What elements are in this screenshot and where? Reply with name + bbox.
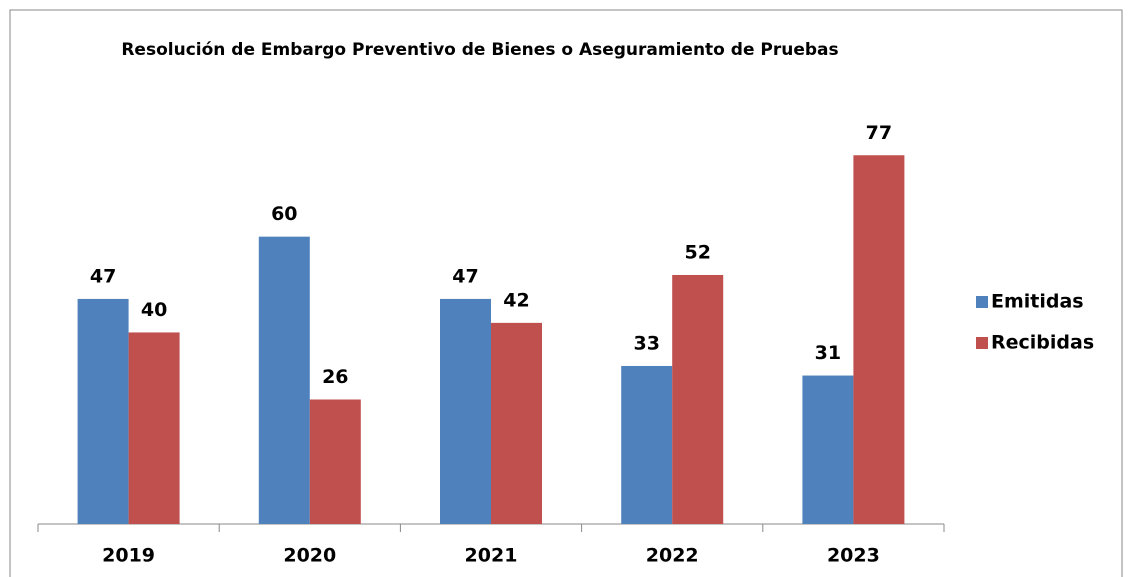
value-label: 60 (271, 203, 297, 225)
x-tick-label: 2022 (646, 545, 699, 567)
bar (491, 322, 542, 524)
value-label: 33 (633, 332, 659, 354)
value-label: 31 (815, 342, 841, 364)
chart-frame (9, 9, 1123, 577)
legend-swatch (976, 296, 988, 308)
legend-swatch (976, 337, 988, 349)
chart-title: Resolución de Embargo Preventivo de Bien… (121, 40, 838, 60)
bar (621, 365, 673, 524)
x-tick-label: 2019 (102, 545, 155, 567)
bar (128, 332, 180, 524)
value-label: 77 (866, 122, 892, 144)
x-tick-label: 2020 (283, 545, 336, 567)
bar (440, 298, 491, 524)
bar (258, 236, 310, 524)
bar (77, 298, 129, 524)
bar (853, 155, 905, 524)
value-label: 40 (141, 299, 167, 321)
bar (672, 274, 724, 524)
value-label: 52 (684, 241, 710, 263)
legend-label: Recibidas (991, 332, 1094, 354)
value-label: 47 (90, 265, 116, 287)
bar (309, 399, 361, 524)
x-tick-label: 2021 (465, 545, 518, 567)
value-label: 42 (503, 289, 529, 311)
bar (802, 375, 854, 524)
legend-label: Emitidas (991, 291, 1084, 313)
x-tick-label: 2023 (827, 545, 880, 567)
value-label: 47 (452, 265, 478, 287)
value-label: 26 (322, 366, 348, 388)
